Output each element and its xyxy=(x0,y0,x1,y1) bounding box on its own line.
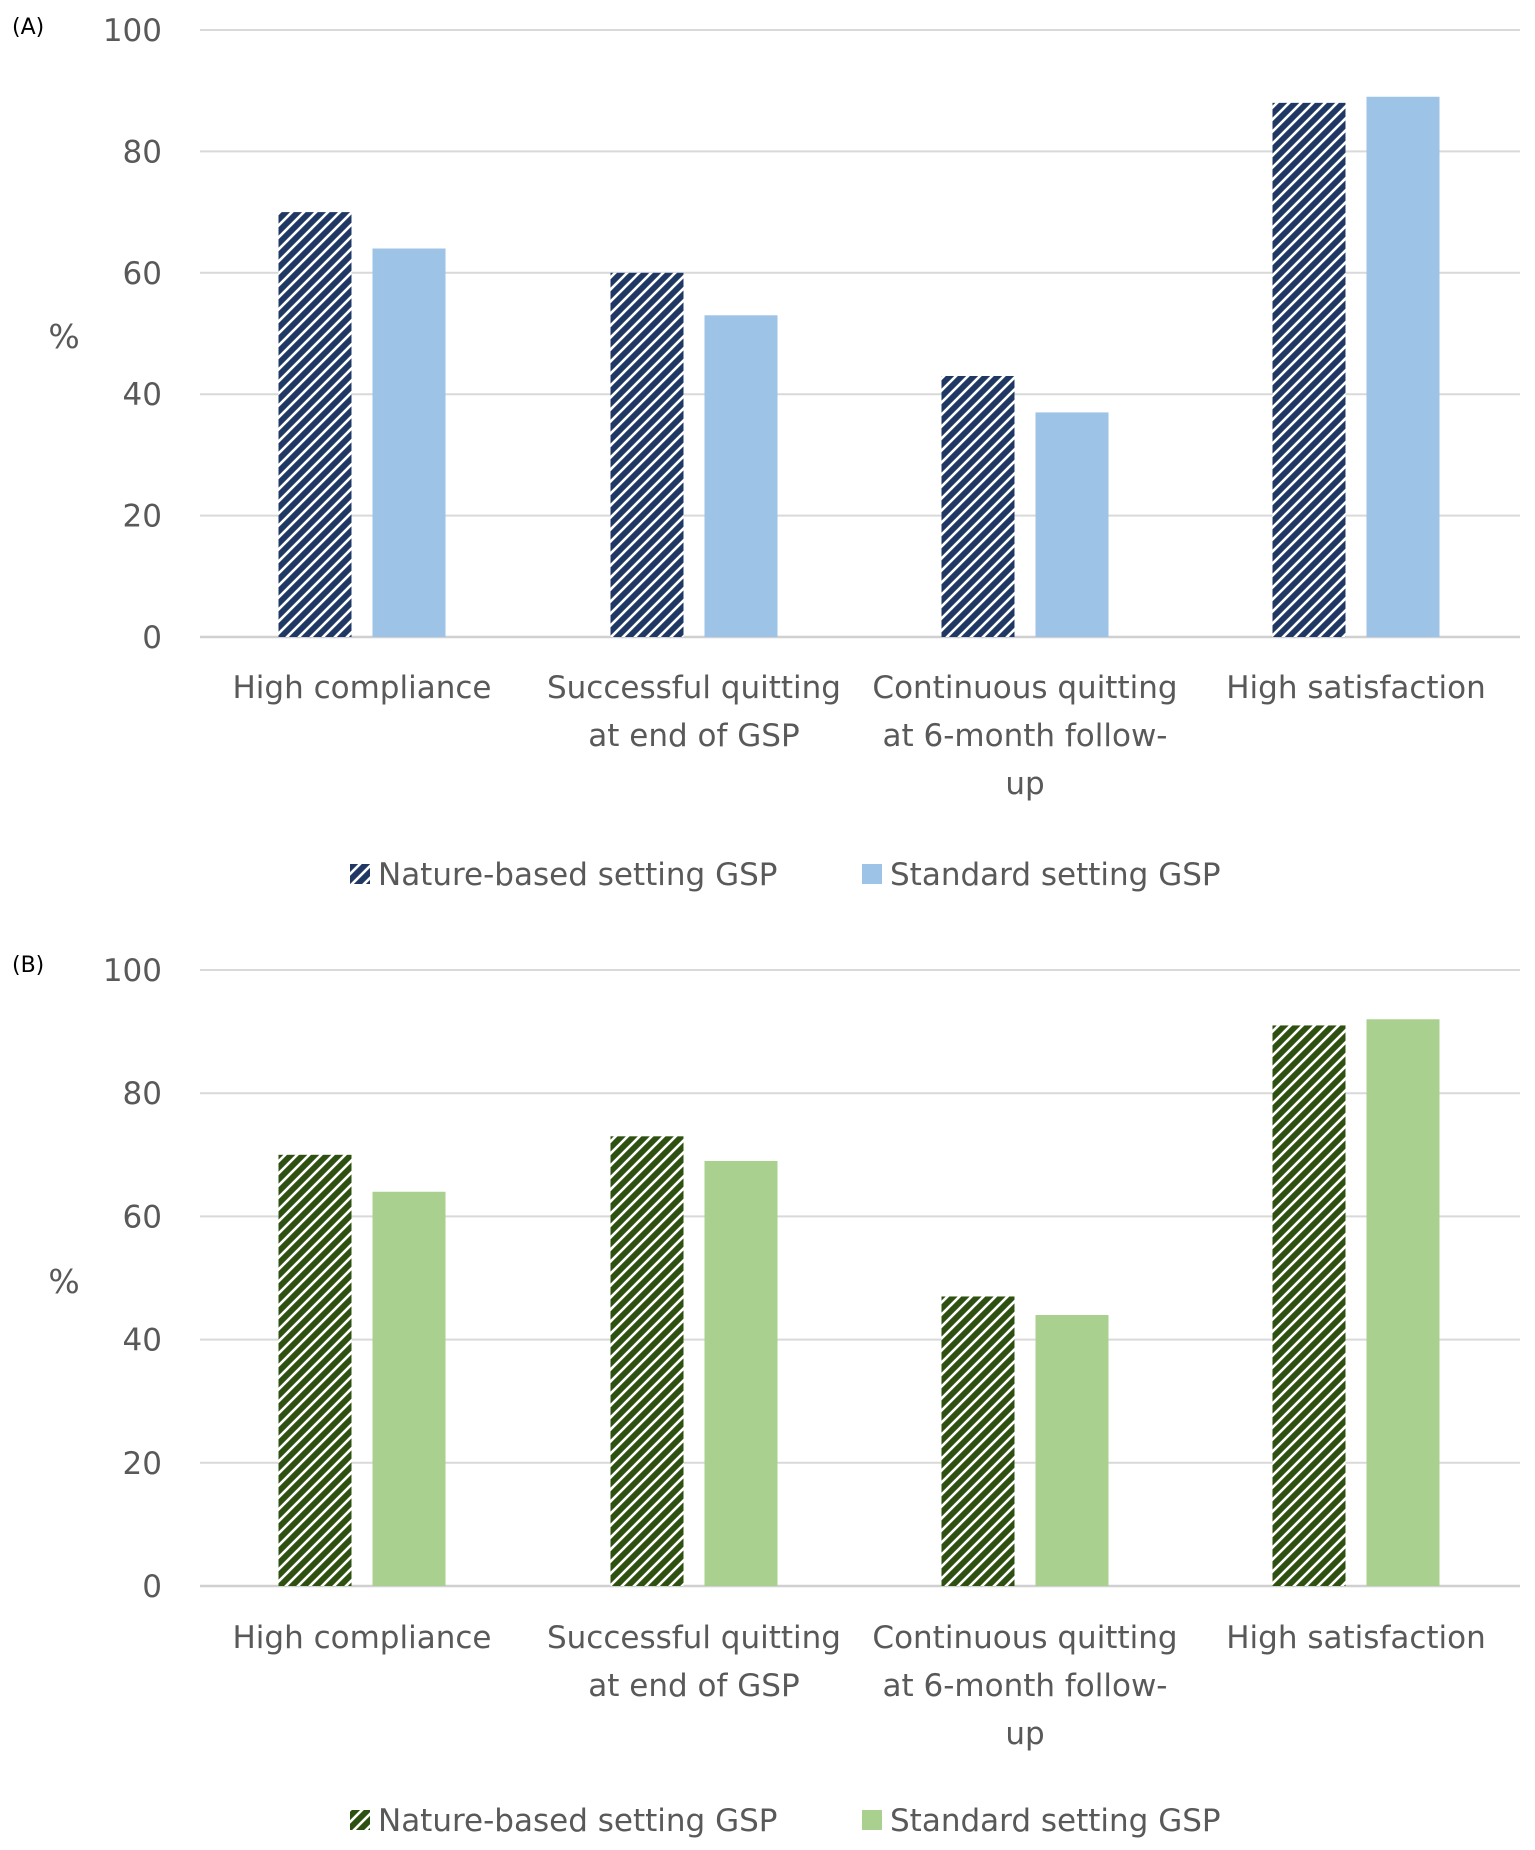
legend-a: Nature-based setting GSP Standard settin… xyxy=(350,857,1221,893)
y-tick-label: 80 xyxy=(123,1076,162,1112)
bar-nature-based xyxy=(610,1136,684,1586)
bar-nature-based xyxy=(1272,1025,1346,1586)
legend-label-standard-b: Standard setting GSP xyxy=(890,1803,1221,1839)
y-tick-label: 0 xyxy=(142,1569,162,1605)
y-tick-label: 40 xyxy=(123,377,162,413)
legend-swatch-nature-b xyxy=(350,1810,370,1830)
category-label: Successful quitting at end of GSP xyxy=(547,1620,841,1704)
y-tick-label: 0 xyxy=(142,620,162,656)
y-tick-label: 40 xyxy=(123,1323,162,1359)
y-tick-label: 20 xyxy=(123,1446,162,1482)
bar-standard xyxy=(1035,412,1109,637)
bar-nature-based xyxy=(278,1154,352,1586)
bar-standard xyxy=(372,248,446,637)
bar-nature-based xyxy=(941,375,1015,637)
panel-b: (B) % 0 20 40 60 80 100 High compliance Succes… xyxy=(12,953,1520,1839)
y-tick-label: 80 xyxy=(123,134,162,170)
legend-label-standard-a: Standard setting GSP xyxy=(890,857,1221,893)
bar-standard xyxy=(704,1160,778,1586)
y-tick-label: 100 xyxy=(103,13,162,49)
bar-nature-based xyxy=(278,212,352,637)
y-tick-label: 20 xyxy=(123,499,162,535)
bar-standard xyxy=(372,1191,446,1586)
y-axis-label-b: % xyxy=(48,1262,79,1301)
bars-a xyxy=(278,96,1440,638)
category-labels-b: High compliance Successful quitting at end… xyxy=(233,1620,1486,1752)
bar-standard xyxy=(1366,96,1440,637)
category-label: Continuous quitting at 6-month follow-up xyxy=(872,670,1177,802)
category-label: Continuous quitting at 6-month follow-up xyxy=(872,1620,1177,1752)
category-label: High satisfaction xyxy=(1226,670,1486,706)
bars-b xyxy=(278,1019,1440,1586)
panel-label-b: (B) xyxy=(12,953,44,978)
legend-swatch-standard-a xyxy=(862,864,882,884)
y-axis-label-a: % xyxy=(48,317,79,356)
bar-standard xyxy=(1366,1019,1440,1586)
panel-a: (A) % 0 20 40 60 80 100 High compliance Succes… xyxy=(12,13,1520,893)
bar-nature-based xyxy=(1272,102,1346,638)
legend-label-nature-b: Nature-based setting GSP xyxy=(378,1803,777,1839)
legend-swatch-nature-a xyxy=(350,864,370,884)
category-label: High compliance xyxy=(233,670,492,706)
legend-swatch-standard-b xyxy=(862,1810,882,1830)
category-labels-a: High compliance Successful quitting at end… xyxy=(233,670,1486,802)
category-label: High compliance xyxy=(233,1620,492,1656)
y-tick-label: 60 xyxy=(123,256,162,292)
bar-nature-based xyxy=(610,272,684,637)
category-label: High satisfaction xyxy=(1226,1620,1486,1656)
legend-label-nature-a: Nature-based setting GSP xyxy=(378,857,777,893)
y-tick-label: 100 xyxy=(103,953,162,989)
bar-standard xyxy=(704,315,778,637)
bar-standard xyxy=(1035,1314,1109,1586)
gridlines-a: 0 20 40 60 80 100 xyxy=(103,13,1520,656)
y-tick-label: 60 xyxy=(123,1199,162,1235)
category-label: Successful quitting at end of GSP xyxy=(547,670,841,754)
legend-b: Nature-based setting GSP Standard settin… xyxy=(350,1803,1221,1839)
bar-nature-based xyxy=(941,1296,1015,1586)
panel-label-a: (A) xyxy=(12,15,44,40)
